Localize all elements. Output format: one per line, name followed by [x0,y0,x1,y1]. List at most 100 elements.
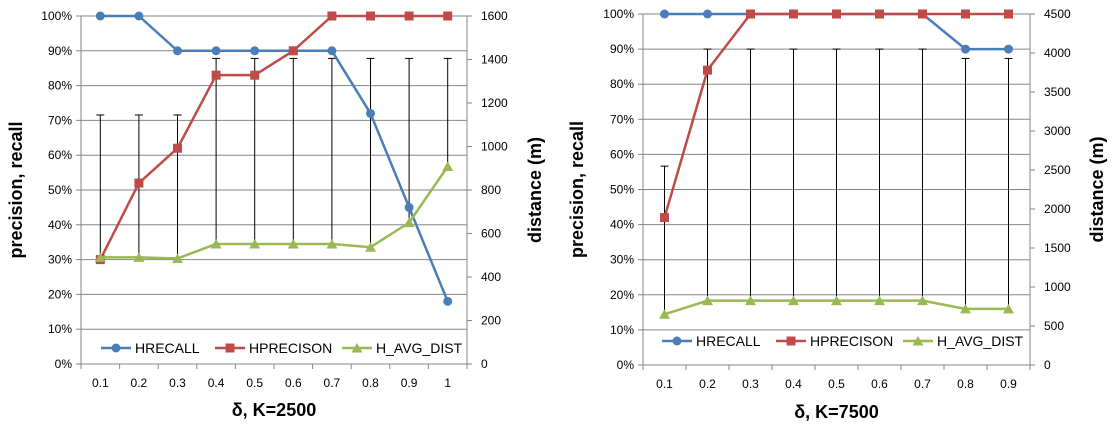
y2-axis-title: distance (m) [525,137,545,243]
data-point [961,9,970,19]
series-line [100,14,449,302]
y2-tick-label: 800 [481,183,501,197]
legend-label: HRECALL [135,340,200,356]
y-tick-label: 10% [48,322,72,336]
data-point [789,9,798,19]
y-tick-label: 0% [617,358,635,372]
data-point [1003,303,1014,314]
data-point [874,295,885,306]
legend-label: H_AVG_DIST [937,333,1024,349]
chart-panel-2: 0% 10% 20% 30% 40% 50% 60% 70% 80% 90% 100% 0 500 100… [567,7,1107,422]
legend: HRECALL HPRECISON H_AVG_DIST [101,340,463,356]
data-point [961,44,970,54]
data-point [287,238,299,249]
data-point [133,252,145,262]
y2-tick-label: 1500 [1044,241,1071,255]
data-point [746,9,755,19]
data-point [134,11,144,21]
y-tick-label: 40% [48,218,72,232]
y2-axis-title: distance (m) [1087,136,1107,242]
data-point [875,9,884,19]
data-point [327,11,337,21]
data-point [211,46,221,56]
x-tick-label: 0.6 [871,377,888,391]
data-point [250,70,260,80]
series-line [664,12,1009,51]
data-point [288,46,298,56]
y2-tick-label: 1200 [481,96,508,110]
data-point [1004,9,1013,19]
data-point [1004,44,1013,54]
data-point [917,295,928,306]
x-tick-label: 0.9 [1000,377,1017,391]
legend-swatch-marker [672,336,682,346]
data-point [326,238,338,249]
x-tick-label: 0.8 [957,377,974,391]
data-point [249,238,261,249]
series-hprecison [660,9,1013,223]
y2-tick-label: 0 [481,357,488,371]
y-tick-label: 70% [610,112,634,126]
y-tick-label: 80% [48,79,72,93]
data-point [366,108,375,118]
data-point [745,295,756,306]
legend-label: H_AVG_DIST [376,340,463,356]
legend-label: HPRECISON [810,333,893,349]
x-tick-label: 0.3 [742,377,759,391]
legend: HRECALL HPRECISON H_AVG_DIST [662,333,1024,349]
y2-tick-label: 0 [1044,358,1051,372]
y-tick-label: 80% [610,77,634,91]
data-point [660,213,669,223]
y-tick-label: 50% [48,183,72,197]
y2-tick-label: 500 [1044,319,1064,333]
x-tick-label: 0.6 [285,376,302,390]
series-h_avg_dist [94,161,454,264]
chart-panel-1: 0% 10% 20% 30% 40% 50% 60% 70% 80% 90% 100% 0 200 400… [6,9,545,420]
x-tick-label: 0.7 [914,377,931,391]
data-point [172,253,183,264]
x-tick-label: 0.2 [699,377,716,391]
x-tick-label: 0.1 [92,376,109,390]
data-point [327,46,337,56]
y-tick-label: 40% [610,218,634,232]
x-axis-title: δ, K=7500 [794,402,878,422]
data-point [94,252,106,262]
y2-tick-label: 400 [481,270,501,284]
data-point [404,11,414,21]
x-tick-label: 0.8 [362,376,379,390]
y-tick-label: 30% [48,253,72,267]
series-h_avg_dist [659,295,1014,319]
y-tick-label: 50% [610,183,634,197]
y2-tick-label: 200 [481,314,501,328]
data-point [250,46,260,56]
data-point [659,309,670,319]
data-point [831,295,842,306]
y-tick-label: 20% [610,288,634,302]
y-tick-label: 20% [48,287,72,301]
data-point [832,9,841,19]
data-point [703,9,712,19]
y2-tick-label: 1600 [481,9,508,23]
data-point [95,11,105,21]
data-point [442,161,454,172]
data-point [173,143,182,153]
x-tick-label: 0.5 [246,376,263,390]
y2-tick-label: 600 [481,227,501,241]
series-hrecall [95,11,453,306]
y-tick-label: 90% [610,42,634,56]
series-hprecison [95,11,453,265]
series-line [100,165,449,260]
data-point [703,65,712,75]
y2-tick-label: 1400 [481,53,508,67]
x-tick-label: 0.3 [169,376,186,390]
x-axis-title: δ, K=2500 [232,400,316,420]
y-tick-label: 10% [610,323,634,337]
data-point [365,242,376,252]
data-point [403,217,415,228]
legend-swatch-marker [111,343,121,353]
y2-tick-label: 4500 [1044,7,1071,21]
y-tick-label: 100% [603,7,634,21]
legend-label: HPRECISON [249,340,332,356]
y2-tick-label: 3000 [1044,124,1071,138]
